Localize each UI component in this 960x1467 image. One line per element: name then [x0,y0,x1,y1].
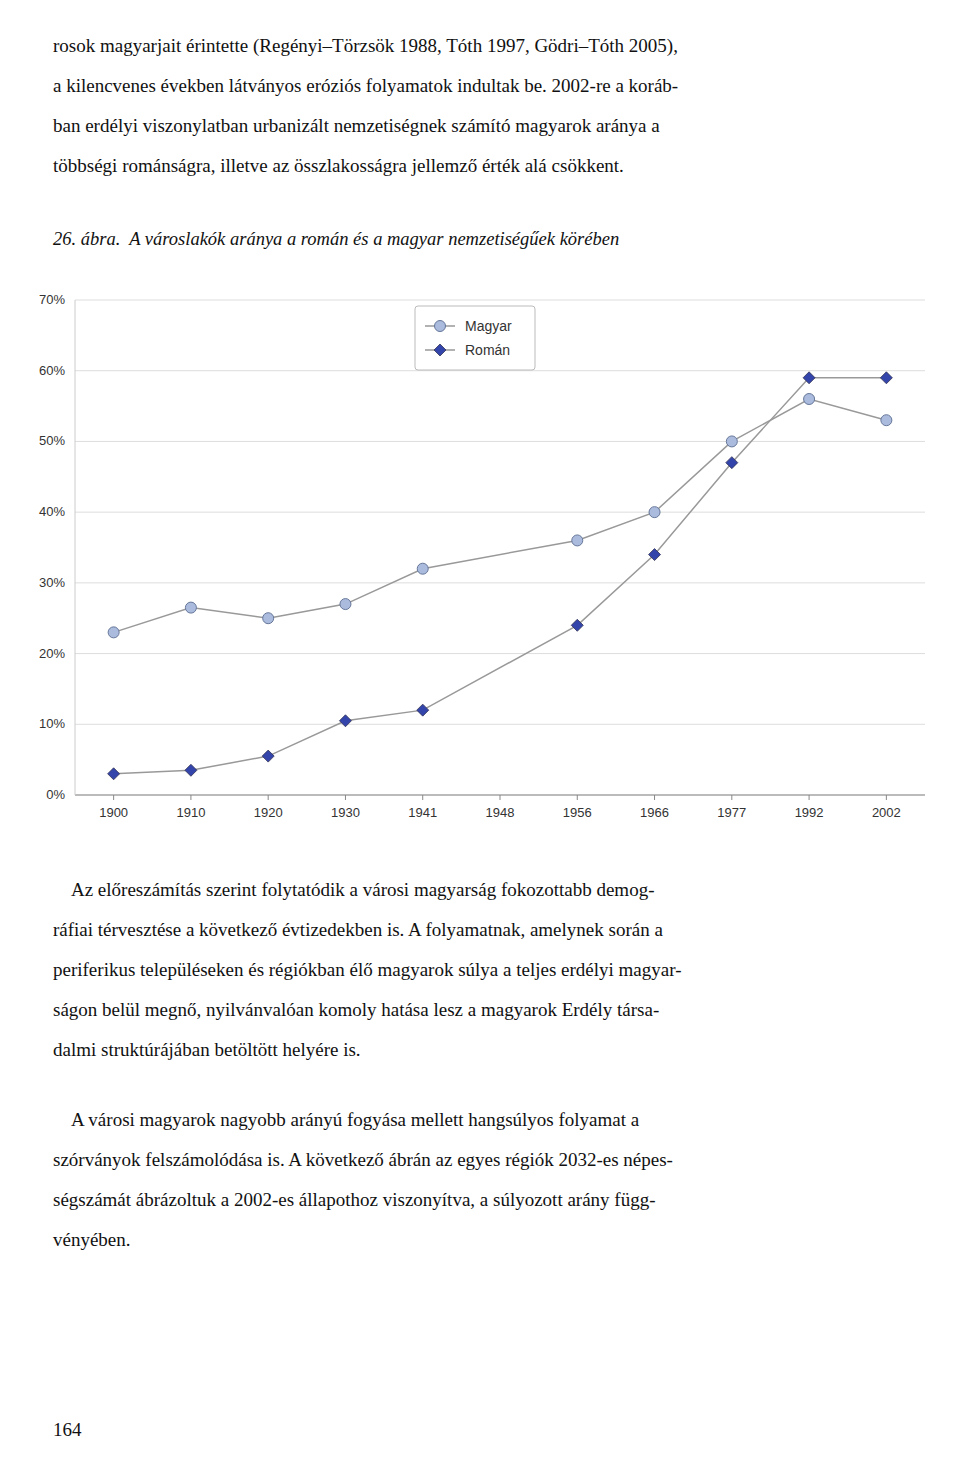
x-tick [809,795,810,800]
grid-line [75,441,925,442]
series-line [114,378,887,774]
legend-box [415,306,535,370]
body-text: A városi magyarok nagyobb arányú fogyása… [53,1110,639,1129]
body-text: Az előreszámítás szerint folytatódik a v… [53,880,654,899]
legend: Magyar Román [415,306,535,370]
legend-marker [435,321,446,332]
body-text: vényében. [53,1230,131,1249]
y-axis-line [75,300,76,795]
x-tick-label: 2002 [872,805,901,820]
x-tick-label: 1930 [331,805,360,820]
x-tick [113,795,114,800]
x-tick-label: 1992 [795,805,824,820]
body-text: periferikus településeken és régiókban é… [53,960,681,979]
point [108,627,119,638]
x-tick-label: 1966 [640,805,669,820]
point [803,372,815,384]
point [726,436,737,447]
legend-label: Román [465,342,510,358]
x-tick [577,795,578,800]
x-tick-label: 1977 [717,805,746,820]
y-tick-label: 0% [46,787,65,802]
point [340,599,351,610]
x-tick-label: 1956 [563,805,592,820]
point [572,535,583,546]
point [881,415,892,426]
point [185,764,197,776]
point [880,372,892,384]
x-tick-label: 1920 [254,805,283,820]
page-number: 164 [53,1420,82,1439]
y-tick-label: 40% [39,504,65,519]
point [571,619,583,631]
body-text: ságon belül megnő, nyilvánvalóan komoly … [53,1000,659,1019]
x-tick [886,795,887,800]
point [417,563,428,574]
x-tick-label: 1900 [99,805,128,820]
legend-label: Magyar [465,318,512,334]
grid-line [75,653,925,654]
x-tick [654,795,655,800]
body-text: dalmi struktúrájában betöltött helyére i… [53,1040,361,1059]
grid-line [75,582,925,583]
y-tick-label: 50% [39,433,65,448]
x-tick-label: 1910 [176,805,205,820]
point [804,394,815,405]
point [339,715,351,727]
x-axis: 1900 1910 1920 1930 1941 1948 1956 1966 1977 1992… [75,300,925,820]
grid-line [75,300,925,301]
x-tick [731,795,732,800]
body-text: szórványok felszámolódása is. A következ… [53,1150,673,1169]
body-text: ségszámát ábrázoltuk a 2002-es állapotho… [53,1190,656,1209]
y-axis: 0% 10% 20% 30% 40% 50% 60% 70% [39,292,925,802]
x-tick [500,795,501,800]
chart-title: 26. ábra. A városlakók aránya a román és… [53,230,619,249]
body-text: többségi románságra, illetve az összlako… [53,156,624,175]
point [417,704,429,716]
body-text: rosok magyarjait érintette (Regényi–Törz… [53,36,678,55]
plot-area [108,372,893,780]
point [263,613,274,624]
point [185,602,196,613]
series-line [114,399,887,632]
y-tick-label: 20% [39,646,65,661]
point [649,549,661,561]
y-tick-label: 70% [39,292,65,307]
body-text: ráfiai térvesztése a következő évtizedek… [53,920,663,939]
y-tick-label: 10% [39,716,65,731]
point [108,768,120,780]
x-tick [190,795,191,800]
y-tick-label: 30% [39,575,65,590]
body-text: a kilencvenes években látványos eróziós … [53,76,678,95]
x-tick [422,795,423,800]
x-tick [345,795,346,800]
grid-line [75,724,925,725]
chart: 0%10%20%30%40%50%60%70%19001910192019301… [0,280,960,840]
x-tick [268,795,269,800]
point [649,507,660,518]
y-tick-label: 60% [39,363,65,378]
x-tick-label: 1941 [408,805,437,820]
body-text: ban erdélyi viszonylatban urbanizált nem… [53,116,660,135]
point [262,750,274,762]
point [726,457,738,469]
legend-marker [434,344,446,356]
x-tick-label: 1948 [486,805,515,820]
grid-line [75,512,925,513]
